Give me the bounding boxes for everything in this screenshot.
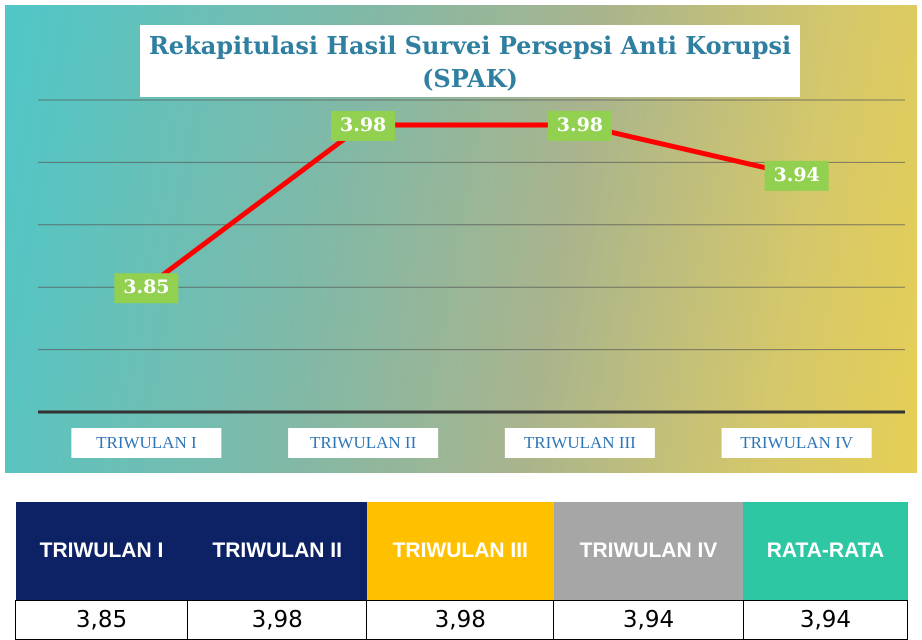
x-tick-label: TRIWULAN IV	[740, 433, 854, 452]
x-tick-label-box	[288, 428, 439, 458]
x-tick-label: TRIWULAN II	[310, 433, 417, 452]
value-label: 3.94	[773, 164, 819, 186]
x-tick-label-box	[721, 428, 872, 458]
chart: 3.85 3.98 3.98 3.94 TRIWULAN I TRIWULAN II TRI…	[38, 99, 905, 458]
summary-table: TRIWULAN I TRIWULAN II TRIWULAN III TRIWULA…	[15, 502, 909, 640]
header-cell: TRIWULAN I	[15, 502, 188, 601]
header-cell: RATA-RATA	[743, 502, 908, 601]
header-cell: TRIWULAN IV	[553, 502, 744, 601]
value-label-box	[547, 110, 612, 141]
value-cell: 3,94	[553, 600, 744, 640]
x-tick-label: TRIWULAN I	[96, 433, 197, 452]
x-tick-label: TRIWULAN III	[524, 433, 636, 452]
value-cell: 3,94	[742, 600, 909, 640]
value-label-box	[764, 160, 829, 191]
x-tick-label-box	[71, 428, 222, 458]
x-tick-label-box	[504, 428, 655, 458]
value-label: 3.85	[123, 276, 169, 298]
series-line	[144, 122, 798, 290]
value-label-box	[331, 110, 396, 141]
value-label-box	[114, 273, 179, 304]
value-cell: 3,98	[366, 600, 555, 640]
value-label: 3.98	[557, 114, 603, 136]
value-cell: 3,98	[186, 600, 368, 640]
value-row: 3,85 3,98 3,98 3,94 3,94	[15, 600, 909, 640]
header-cell: TRIWULAN II	[187, 502, 367, 601]
chart-title: Rekapitulasi Hasil Survei Persepsi Anti …	[140, 25, 800, 97]
header-cell: TRIWULAN III	[366, 502, 554, 601]
header-row: TRIWULAN I TRIWULAN II TRIWULAN III TRIWULA…	[15, 502, 908, 601]
value-cell: 3,85	[15, 600, 188, 640]
value-label: 3.98	[340, 114, 386, 136]
